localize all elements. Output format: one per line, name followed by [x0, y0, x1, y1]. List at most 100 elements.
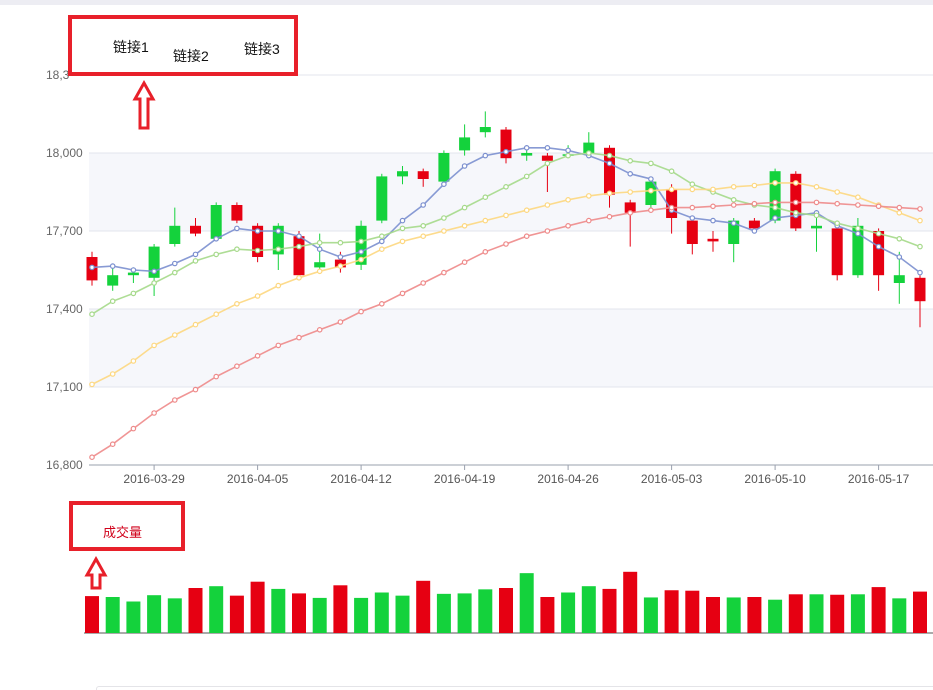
y-tick-label: 17,400 [46, 302, 83, 316]
ma20-point [730, 184, 737, 190]
volume-bar [126, 601, 141, 633]
ma10-point [461, 204, 468, 211]
ma10-point [130, 290, 137, 297]
link-3[interactable]: 链接3 [244, 41, 280, 57]
ma5-point [606, 160, 613, 167]
candle-body [873, 231, 885, 276]
ma10-point [296, 243, 302, 250]
ma30-point [772, 199, 778, 206]
ma5-point [213, 236, 220, 242]
link-2[interactable]: 链接2 [173, 48, 209, 64]
volume-bar [85, 596, 99, 633]
ma30-point [482, 249, 489, 255]
ma10-point [234, 246, 240, 253]
ma20-point [399, 238, 406, 245]
x-tick-label: 2016-04-26 [537, 472, 599, 486]
candle-body [376, 176, 388, 221]
volume-bar [726, 597, 741, 633]
ma5-point [689, 215, 696, 221]
ma30-point [585, 217, 592, 224]
ma10-point [337, 239, 344, 246]
ma20-point [751, 182, 758, 189]
ma10-point [813, 212, 820, 219]
volume-bar [830, 594, 845, 633]
y-tick-label: 18,000 [46, 146, 83, 160]
ma5-point [896, 254, 903, 260]
ma5-point [461, 163, 468, 169]
ma30-point [441, 269, 447, 276]
candle-body [417, 171, 429, 179]
volume-bar [519, 573, 534, 633]
ma20-point [544, 202, 551, 208]
ma30-point [503, 241, 509, 247]
ma30-point [254, 352, 261, 359]
ma20-point [689, 186, 696, 193]
ma20-point [130, 358, 137, 364]
ma30-point [234, 363, 240, 370]
volume-bar [706, 597, 720, 633]
ma10-point [772, 204, 778, 211]
ma30-point [461, 259, 468, 266]
ma5-point [89, 264, 95, 271]
ma5-point [378, 238, 385, 245]
candle-body [583, 142, 595, 153]
volume-bar [250, 581, 265, 633]
ma5-point [358, 249, 364, 255]
ma20-point [316, 268, 323, 275]
ma10-point [358, 238, 364, 245]
ma20-point [710, 186, 716, 193]
volume-bar [871, 587, 886, 633]
candle-body [272, 225, 284, 255]
volume-bar [271, 588, 286, 633]
x-tick-label: 2016-05-10 [744, 472, 806, 486]
ma5-point [296, 233, 302, 240]
ma20-point [565, 197, 571, 203]
ma30-point [834, 200, 841, 207]
top-strip [0, 0, 933, 5]
ma20-point [668, 186, 675, 193]
ma30-point [751, 200, 758, 207]
ma20-point [792, 180, 799, 186]
ma10-point [254, 247, 261, 254]
ma30-point [213, 373, 220, 380]
candle-body [148, 246, 160, 278]
ma30-point [917, 206, 923, 212]
volume-bar [664, 590, 679, 633]
ma30-point [875, 203, 882, 210]
candle-body [314, 262, 326, 268]
ma5-point [151, 268, 157, 275]
ma30-point [337, 319, 344, 325]
ma30-point [130, 425, 137, 432]
ma10-point [275, 246, 282, 253]
volume-bar [416, 580, 431, 633]
volume-bar [809, 594, 824, 633]
candle-body [231, 205, 243, 221]
ma10-point [855, 225, 861, 232]
x-tick-label: 2016-03-29 [123, 472, 185, 486]
ma5-point [441, 181, 447, 188]
volume-bar [561, 592, 576, 633]
candle-body [748, 220, 760, 229]
bottom-panel-edge [96, 686, 933, 690]
volume-bar [292, 593, 306, 633]
ma10-point [482, 194, 489, 201]
ma10-point [213, 251, 220, 258]
ma20-point [503, 212, 509, 219]
ma10-point [917, 243, 923, 250]
ma20-point [275, 282, 282, 289]
volume-bar [643, 597, 658, 633]
ma10-point [627, 158, 634, 164]
candle-body [169, 225, 181, 244]
ma10-point [585, 150, 592, 156]
ma20-point [109, 371, 116, 377]
ma30-point [792, 199, 799, 206]
volume-bar [623, 571, 638, 633]
grid-band [89, 387, 933, 465]
ma5-point [772, 215, 778, 221]
ma30-point [668, 204, 675, 211]
ma5-point [172, 260, 178, 267]
ma10-point [730, 197, 737, 203]
ma5-point [130, 267, 137, 273]
link-1[interactable]: 链接1 [113, 39, 149, 55]
ma10-point [151, 280, 157, 286]
